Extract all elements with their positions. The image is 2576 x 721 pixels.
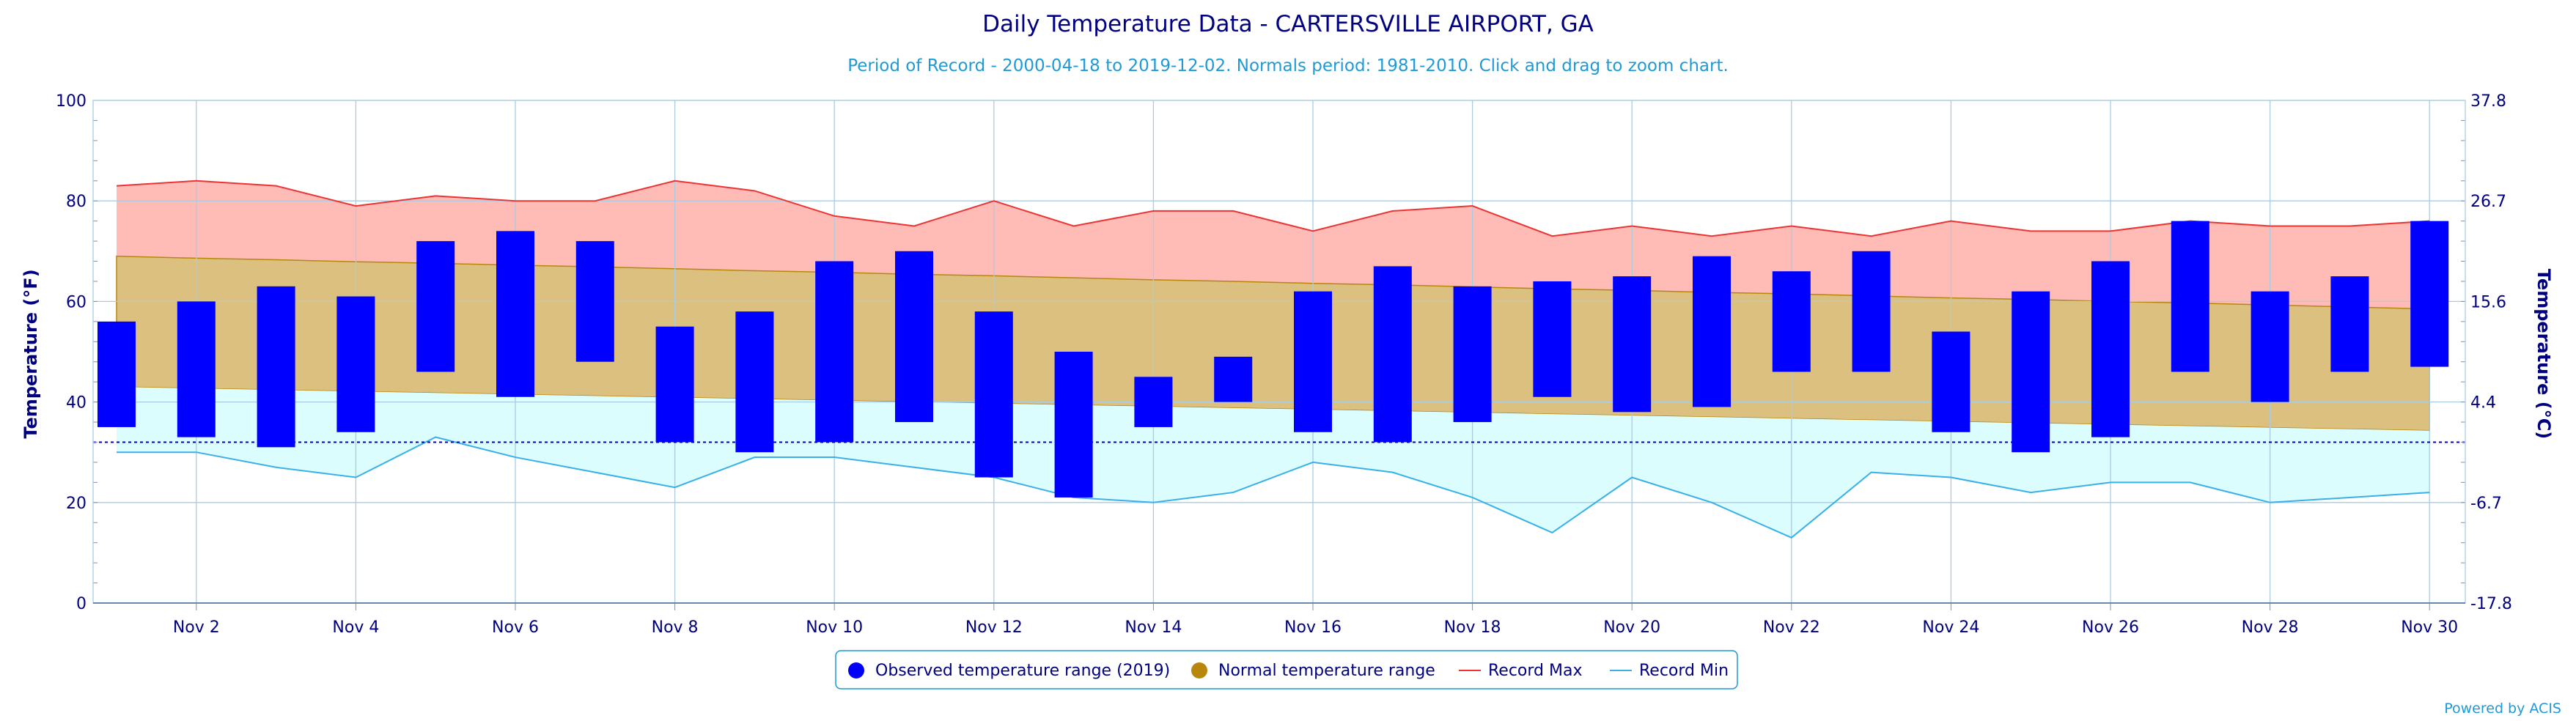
observed-range-bar[interactable] — [336, 296, 375, 432]
observed-range-bar[interactable] — [1932, 331, 1970, 432]
observed-range-bar[interactable] — [416, 241, 455, 372]
y-tick-label-right: -6.7 — [2470, 495, 2502, 513]
x-tick-label: Nov 4 — [332, 618, 379, 637]
record-lines — [93, 180, 2465, 539]
x-tick-label: Nov 18 — [1444, 618, 1501, 637]
y-tick-label-right: -17.8 — [2470, 595, 2512, 613]
observed-range-bar[interactable] — [655, 326, 694, 443]
observed-range-bar[interactable] — [1693, 256, 1731, 407]
y-tick-label: 20 — [66, 495, 87, 513]
y-tick-label-right: 4.4 — [2470, 394, 2496, 413]
observed-range-bar[interactable] — [735, 311, 774, 453]
record-min-line — [117, 436, 2430, 539]
record-min-band — [117, 387, 2430, 538]
observed-range-bar[interactable] — [1373, 266, 1412, 443]
y-tick-label-right: 26.7 — [2470, 193, 2506, 211]
y-tick-label: 60 — [66, 293, 87, 311]
observed-range-bar[interactable] — [97, 321, 136, 427]
x-tick-label: Nov 20 — [1603, 618, 1660, 637]
y-tick-label: 40 — [66, 394, 87, 413]
x-tick-label: Nov 24 — [1922, 618, 1979, 637]
observed-range-bar[interactable] — [1453, 286, 1492, 423]
y-tick-label: 100 — [56, 92, 87, 111]
range-fills — [116, 180, 2430, 538]
observed-range-bar[interactable] — [895, 251, 933, 423]
observed-range-bar[interactable] — [177, 301, 216, 437]
observed-range-bar[interactable] — [1054, 352, 1093, 498]
record-max-band — [117, 180, 2430, 309]
observed-range-bar[interactable] — [2171, 221, 2209, 372]
observed-range-bar[interactable] — [1772, 271, 1811, 372]
observed-range-bar[interactable] — [2012, 291, 2050, 453]
observed-range-bar[interactable] — [1294, 291, 1332, 432]
observed-range-bar[interactable] — [496, 231, 534, 397]
chart-title: Daily Temperature Data - CARTERSVILLE AI… — [982, 11, 1594, 37]
legend-box — [835, 650, 1738, 689]
x-tick-label: Nov 2 — [173, 618, 220, 637]
observed-range-bar[interactable] — [1214, 356, 1253, 402]
y-axis-label-left: Temperature (°F) — [21, 269, 41, 438]
observed-range-bar[interactable] — [257, 286, 295, 448]
observed-range-bar[interactable] — [2251, 291, 2289, 402]
x-tick-label: Nov 16 — [1284, 618, 1342, 637]
record-max-line — [116, 180, 2430, 237]
legend-item-normal[interactable]: Normal temperature range — [1218, 662, 1435, 680]
legend-item-observed[interactable]: Observed temperature range (2019) — [875, 662, 1170, 680]
y-tick-label: 0 — [76, 595, 87, 613]
y-axis-label-right: Temperature (°C) — [2533, 269, 2554, 440]
x-tick-label: Nov 26 — [2082, 618, 2139, 637]
legend-item-record-max[interactable]: Record Max — [1488, 662, 1583, 680]
axes: 0 20 40 60 80 100 -17.8 -6.7 4.4 15.6 26.7 37.8 Nov … — [56, 92, 2512, 637]
legend-item-normal-marker[interactable] — [1191, 662, 1207, 679]
observed-range-bar[interactable] — [1852, 251, 1891, 372]
observed-range-bar[interactable] — [575, 241, 614, 362]
x-tick-label: Nov 28 — [2242, 618, 2299, 637]
y-tick-label-right: 37.8 — [2470, 92, 2506, 111]
x-tick-label: Nov 8 — [652, 618, 699, 637]
legend[interactable]: Observed temperature range (2019) Normal … — [835, 650, 1738, 689]
observed-range-bar[interactable] — [974, 311, 1013, 478]
observed-range-bar[interactable] — [2410, 221, 2449, 367]
x-tick-label: Nov 6 — [492, 618, 539, 637]
x-tick-label: Nov 10 — [806, 618, 863, 637]
y-tick-label-right: 15.6 — [2470, 293, 2506, 311]
observed-range-bar[interactable] — [2330, 276, 2369, 372]
x-tick-label: Nov 22 — [1763, 618, 1820, 637]
x-tick-label: Nov 14 — [1125, 618, 1182, 637]
legend-item-observed-marker[interactable] — [848, 662, 864, 679]
x-tick-label: Nov 30 — [2401, 618, 2458, 637]
chart-subtitle: Period of Record - 2000-04-18 to 2019-12… — [847, 56, 1729, 75]
x-tick-label: Nov 12 — [965, 618, 1023, 637]
observed-range-bar[interactable] — [1613, 276, 1652, 413]
observed-range-bar[interactable] — [1533, 281, 1572, 397]
legend-item-record-min[interactable]: Record Min — [1639, 662, 1729, 680]
powered-by-credit[interactable]: Powered by ACIS — [2444, 700, 2561, 717]
observed-range-bar[interactable] — [815, 261, 854, 443]
y-tick-label: 80 — [66, 193, 87, 211]
observed-range-bar[interactable] — [1134, 377, 1173, 427]
observed-range-bar[interactable] — [2091, 261, 2130, 437]
observed-bars — [97, 221, 2449, 498]
